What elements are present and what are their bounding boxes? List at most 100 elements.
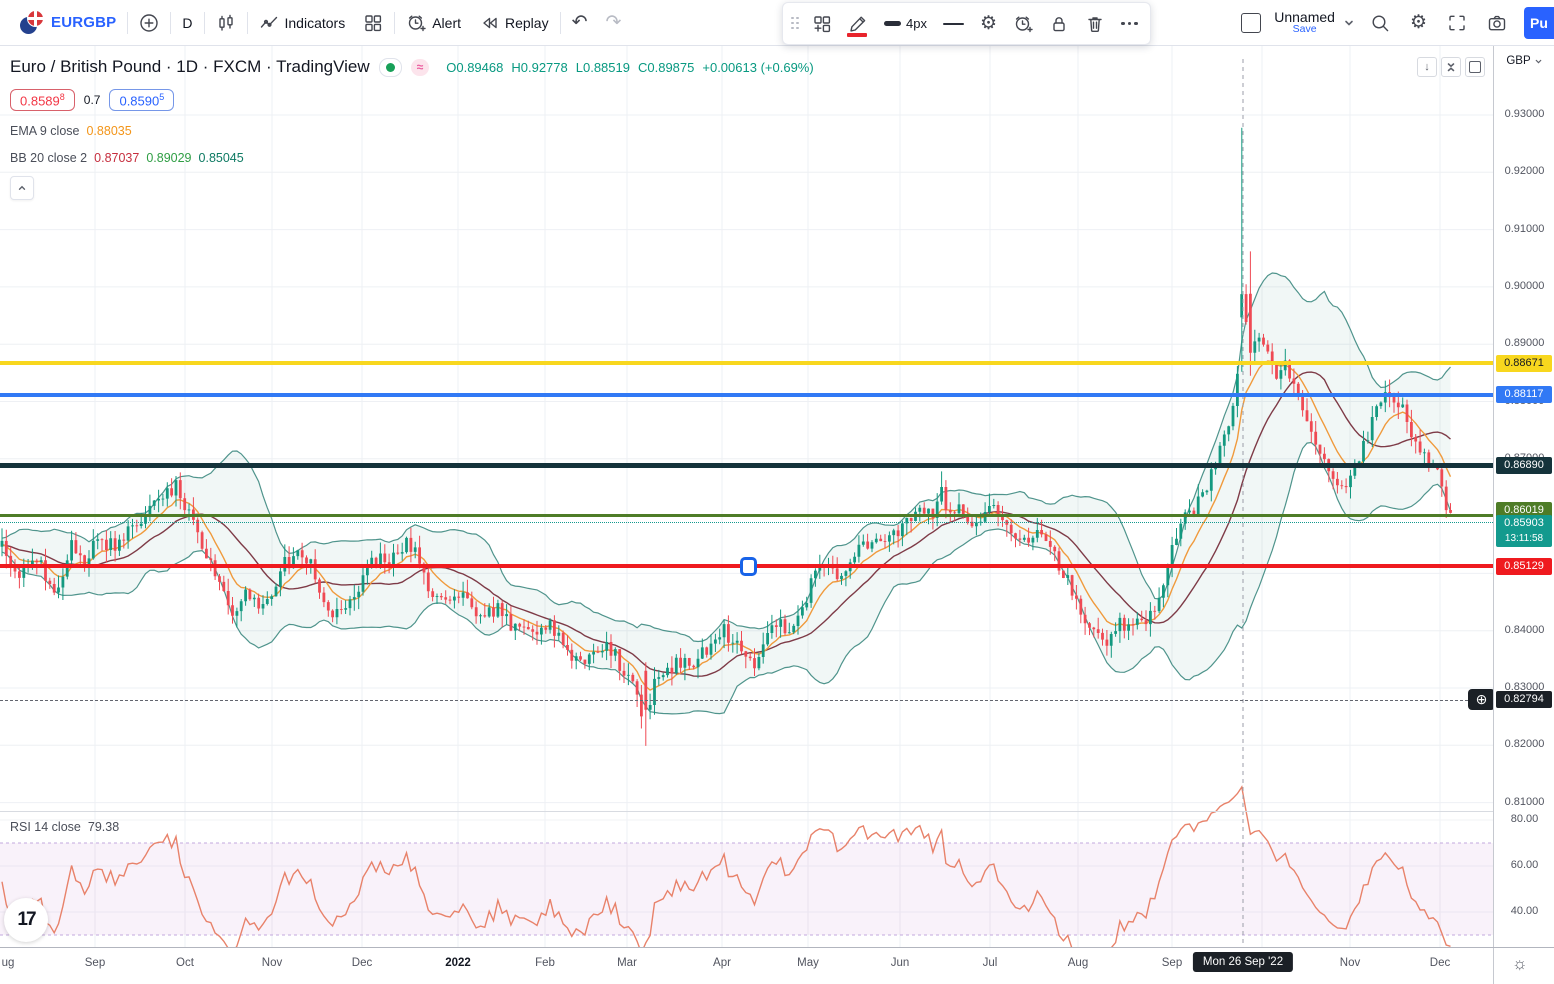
ema-legend-row[interactable]: EMA 9 close 0.88035	[10, 124, 814, 138]
line-style-button[interactable]	[935, 8, 972, 40]
toolbar-separator	[394, 11, 396, 34]
save-label: Save	[1292, 23, 1317, 36]
indicators-icon	[260, 16, 277, 28]
time-label: Sep	[84, 957, 106, 969]
time-label: May	[797, 957, 819, 969]
price-tick-label: 0.92000	[1504, 165, 1545, 178]
time-axis[interactable]: ug Sep Oct Nov Dec 2022 Feb Mar Apr May Jun Jul Aug S…	[0, 947, 1554, 984]
ellipsis-icon	[1121, 21, 1138, 26]
line-drag-handle[interactable]	[740, 557, 757, 576]
chart-type-button[interactable]	[207, 6, 245, 40]
ema-label: EMA 9 close	[10, 124, 80, 139]
time-label: Apr	[713, 957, 731, 969]
bb-upper-line	[1, 272, 1451, 643]
chart-legend: Euro / British Pound · 1D · FXCM · Tradi…	[10, 57, 814, 201]
collapse-pane-button[interactable]	[1441, 57, 1461, 77]
indicator-templates-button[interactable]	[354, 6, 392, 40]
gear-icon: ⚙	[979, 13, 998, 34]
lock-drawing-button[interactable]	[1041, 8, 1077, 40]
publish-button[interactable]: Pu	[1524, 6, 1554, 39]
toolbar-right-group: Unnamed Save ⚙ Pu	[1232, 0, 1554, 45]
layout-select-button[interactable]	[1232, 6, 1270, 40]
layout-name-button[interactable]: Unnamed Save	[1272, 9, 1337, 36]
maximize-pane-button[interactable]	[1465, 57, 1485, 77]
price-tick-label: 0.83000	[1504, 681, 1545, 693]
buy-button[interactable]: 0.85905	[109, 89, 175, 112]
chevron-up-icon	[18, 186, 26, 191]
change-value: +0.00613 (+0.69%)	[702, 59, 814, 75]
toolbar-left-group: EURGBP D Indicators Alert	[0, 0, 630, 45]
toolbar-separator	[203, 11, 205, 34]
snapshot-button[interactable]	[1478, 6, 1516, 40]
chart-title[interactable]: Euro / British Pound · 1D · FXCM · Tradi…	[10, 57, 370, 76]
price-scale[interactable]: GBP 0.93000 0.92000 0.91000 0.90000 0.89000 0…	[1493, 45, 1554, 947]
undo-button[interactable]: ↶	[563, 6, 597, 40]
maximize-icon	[1469, 61, 1481, 73]
bb-basis-line	[1, 371, 1451, 677]
toolbar-drag-handle[interactable]	[787, 16, 804, 31]
price-tick-label: 0.82000	[1504, 738, 1545, 751]
redo-icon: ↷	[605, 12, 622, 33]
scales-settings-sun-icon[interactable]: ☼	[1512, 954, 1528, 973]
data-status-dot[interactable]	[378, 57, 402, 77]
legend-collapse-button[interactable]	[10, 176, 34, 201]
chart-settings-button[interactable]: ⚙	[1401, 6, 1436, 40]
open-value: O0.89468	[446, 59, 504, 75]
compare-add-button[interactable]	[130, 6, 168, 40]
layout-dropdown-button[interactable]	[1339, 6, 1359, 40]
price-scale-currency[interactable]: GBP	[1494, 55, 1554, 67]
approx-quotes-badge[interactable]: ≈	[410, 58, 430, 76]
fullscreen-button[interactable]	[1438, 6, 1476, 40]
search-button[interactable]	[1361, 6, 1399, 40]
line-color-button[interactable]	[840, 8, 876, 40]
redo-button[interactable]: ↷	[597, 6, 631, 40]
camera-icon	[1488, 15, 1506, 30]
pane-separator[interactable]	[0, 811, 1554, 812]
price-tick-label: 0.84000	[1504, 623, 1545, 636]
search-icon	[1372, 14, 1389, 31]
drawing-settings-button[interactable]: ⚙	[972, 8, 1005, 40]
alert-button[interactable]: Alert	[397, 6, 470, 40]
pencil-icon	[850, 16, 866, 32]
price-badge-0.86019: 0.86019	[1496, 501, 1552, 519]
move-pane-down-button[interactable]: ↓	[1417, 57, 1437, 77]
price-tick-label: 0.90000	[1504, 279, 1545, 292]
rsi-label: RSI 14 close	[10, 820, 81, 834]
chart-canvas[interactable]: ⊕ Euro / British Pound · 1D · FXCM · Tra…	[0, 45, 1493, 947]
delete-drawing-button[interactable]	[1077, 8, 1113, 40]
sell-button[interactable]: 0.85898	[10, 89, 75, 112]
time-label: Dec	[1429, 957, 1451, 969]
bb-legend-row[interactable]: BB 20 close 2 0.87037 0.89029 0.85045	[10, 151, 814, 165]
crosshair-plus-icon[interactable]: ⊕	[1468, 689, 1493, 711]
high-value: H0.92778	[511, 59, 568, 75]
more-options-button[interactable]	[1113, 8, 1146, 40]
bar-countdown: 13:11:58	[1504, 532, 1544, 544]
time-label: Jul	[982, 957, 998, 969]
replay-rewind-icon	[483, 17, 497, 28]
tradingview-logo[interactable]: 17	[4, 898, 48, 942]
line-width-button[interactable]: 4px	[876, 8, 935, 40]
low-value: L0.88519	[575, 59, 630, 75]
undo-icon: ↶	[571, 12, 588, 33]
time-label: Oct	[176, 957, 194, 969]
drawing-settings-toolbar: 4px ⚙	[782, 2, 1151, 45]
spread-value: 0.7	[83, 93, 101, 108]
time-label: ug	[1, 957, 15, 969]
time-label: Aug	[1067, 957, 1089, 969]
template-add-button[interactable]	[804, 8, 840, 40]
chart-plot	[0, 45, 1493, 947]
toolbar-separator	[559, 11, 561, 34]
price-tick-label: 0.89000	[1504, 337, 1545, 350]
interval-button[interactable]: D	[173, 6, 201, 40]
ema-value: 0.88035	[86, 124, 132, 139]
add-alert-on-drawing-button[interactable]	[1005, 8, 1041, 40]
indicators-button[interactable]: Indicators	[250, 6, 355, 40]
replay-button[interactable]: Replay	[470, 6, 558, 40]
price-tick-label: 0.81000	[1504, 795, 1545, 808]
toolbar-separator	[127, 11, 129, 34]
rsi-legend-row[interactable]: RSI 14 close 79.38	[10, 820, 119, 834]
green-dot-icon	[385, 62, 395, 72]
price-tick-label: 0.93000	[1504, 108, 1545, 120]
symbol-button[interactable]: EURGBP	[10, 6, 125, 40]
